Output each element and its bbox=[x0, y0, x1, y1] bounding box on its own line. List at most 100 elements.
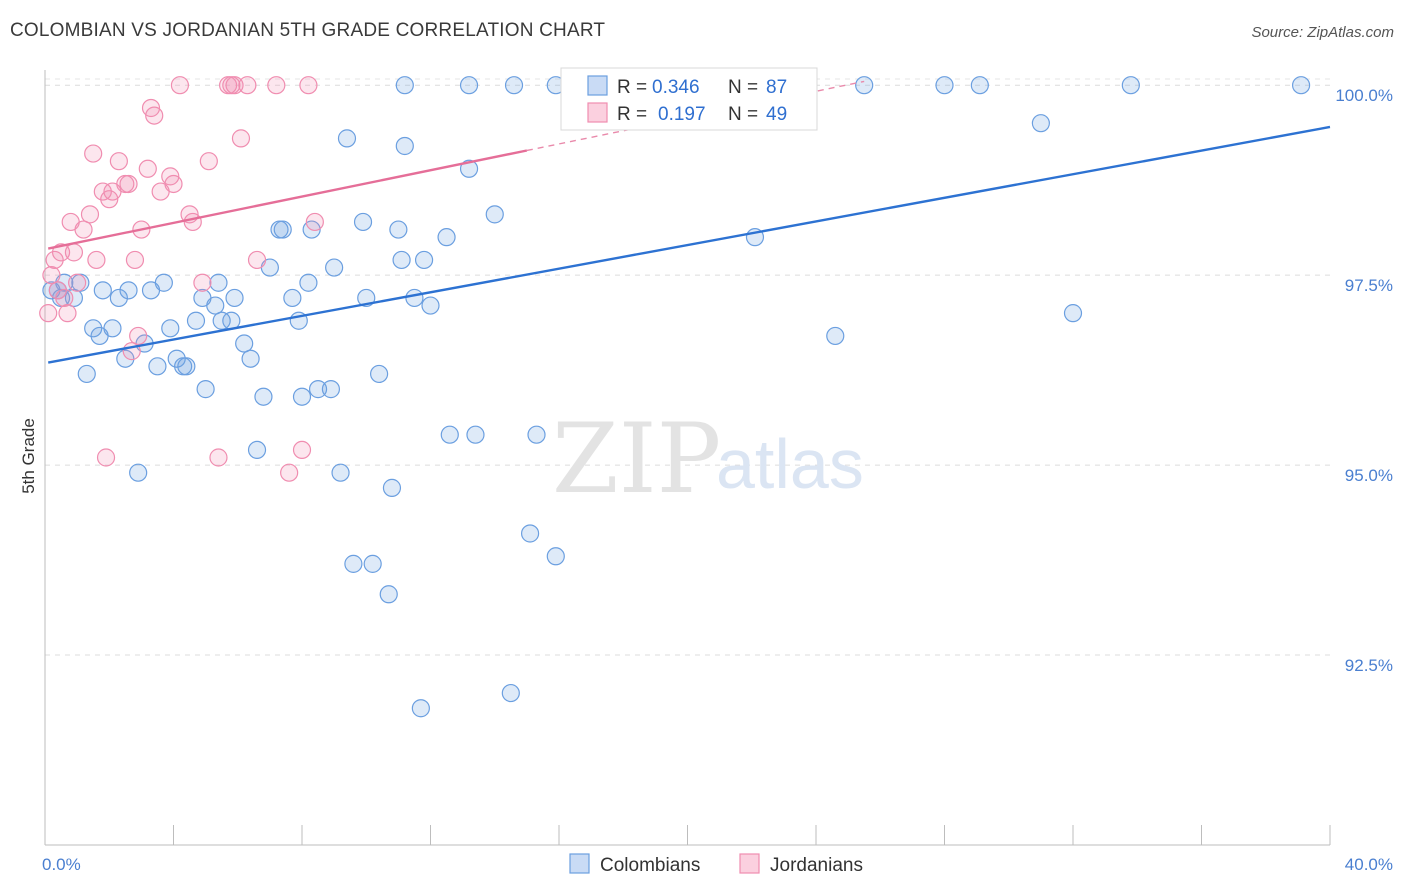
colombian-point bbox=[1121, 76, 1140, 95]
jordanian-point bbox=[145, 106, 164, 125]
jordanian-point bbox=[299, 76, 318, 95]
colombian-point bbox=[206, 296, 225, 315]
jordanian-point bbox=[231, 129, 251, 148]
jordanian-point bbox=[39, 304, 58, 323]
jordanian-point bbox=[96, 448, 116, 467]
colombian-point bbox=[389, 220, 408, 239]
colombian-point bbox=[485, 205, 504, 224]
colombian-point bbox=[363, 554, 382, 573]
jordanian-point bbox=[68, 273, 87, 292]
colombian-point bbox=[247, 440, 267, 460]
jordanian-point bbox=[87, 250, 106, 270]
jordanian-point bbox=[80, 205, 100, 224]
jordanian-point bbox=[48, 281, 67, 300]
colombian-point bbox=[177, 357, 196, 376]
jordanian-point bbox=[129, 326, 148, 346]
jordanian-point bbox=[64, 243, 84, 262]
colombian-point bbox=[504, 76, 524, 95]
jordanian-point bbox=[45, 250, 64, 270]
colombian-point bbox=[970, 76, 989, 95]
legend-r-label: R = bbox=[617, 104, 647, 125]
grid-lines bbox=[45, 78, 1330, 656]
colombian-point bbox=[225, 288, 244, 308]
watermark-atlas: atlas bbox=[716, 425, 864, 503]
legend-bottom-label-jordanians: Jordanians bbox=[770, 855, 863, 876]
colombian-point bbox=[212, 311, 231, 330]
colombian-point bbox=[129, 463, 148, 482]
colombian-point bbox=[353, 212, 373, 232]
jordanian-point bbox=[74, 220, 93, 239]
colombian-point bbox=[154, 273, 173, 292]
x-tick-label: 0.0% bbox=[42, 855, 81, 874]
legend-r-value-colombians: 0.346 bbox=[652, 77, 700, 98]
colombian-point bbox=[241, 349, 260, 368]
legend-swatch-colombians bbox=[587, 75, 608, 96]
tick-labels: 100.0% 97.5% 95.0% 92.5% 0.0% 40.0% bbox=[42, 86, 1393, 874]
colombian-point bbox=[325, 258, 344, 277]
colombian-point bbox=[466, 425, 485, 444]
jordanian-point bbox=[93, 182, 112, 201]
jordanian-point bbox=[247, 250, 267, 270]
jordanian-point bbox=[84, 144, 103, 163]
colombian-point bbox=[77, 364, 96, 384]
colombian-point bbox=[109, 288, 128, 308]
colombian-point bbox=[437, 228, 456, 247]
y-tick-label: 100.0% bbox=[1335, 86, 1393, 105]
colombian-point bbox=[321, 380, 341, 399]
jordanian-point bbox=[292, 440, 312, 460]
legend-r-value-jordanians: 0.197 bbox=[658, 104, 706, 125]
colombian-point bbox=[186, 311, 206, 330]
data-points bbox=[39, 76, 1311, 718]
legend-bottom: Colombians Jordanians bbox=[569, 853, 863, 876]
jordanian-point bbox=[193, 273, 212, 292]
source-credit: Source: ZipAtlas.com bbox=[1251, 24, 1394, 41]
colombian-point bbox=[254, 387, 273, 406]
jordanian-point bbox=[280, 463, 299, 482]
colombian-point bbox=[292, 387, 312, 406]
legend-bottom-swatch-colombians bbox=[569, 853, 590, 874]
colombian-point bbox=[370, 364, 389, 384]
watermark-zip: ZIP bbox=[552, 403, 721, 515]
colombian-point bbox=[855, 76, 874, 95]
colombian-point bbox=[382, 478, 402, 497]
colombian-point bbox=[392, 250, 411, 270]
jordanian-point bbox=[119, 174, 138, 194]
colombian-point bbox=[337, 129, 357, 148]
trend-line-colombians bbox=[47, 125, 1331, 364]
y-tick-label: 95.0% bbox=[1345, 466, 1393, 485]
colombian-point bbox=[235, 334, 254, 353]
legend-swatch-jordanians bbox=[587, 102, 608, 123]
colombian-point bbox=[1291, 76, 1311, 95]
legend-n-label: N = bbox=[728, 104, 758, 125]
y-axis-label: 5th Grade bbox=[19, 418, 38, 494]
jordanian-point bbox=[164, 174, 183, 194]
y-tick-label: 92.5% bbox=[1345, 656, 1393, 675]
colombian-point bbox=[167, 349, 186, 368]
colombian-point bbox=[395, 76, 414, 95]
colombian-point bbox=[1031, 114, 1050, 133]
jordanian-point bbox=[183, 212, 202, 232]
x-tick-label: 40.0% bbox=[1345, 855, 1393, 874]
colombian-point bbox=[161, 319, 180, 338]
jordanian-point bbox=[305, 212, 324, 232]
colombian-point bbox=[119, 281, 138, 300]
colombian-point bbox=[935, 76, 954, 95]
colombian-point bbox=[84, 319, 103, 338]
colombian-point bbox=[459, 76, 479, 95]
chart-title: COLOMBIAN VS JORDANIAN 5TH GRADE CORRELA… bbox=[10, 20, 606, 41]
colombian-point bbox=[501, 683, 520, 703]
legend-top: R = 0.346 N = 87 R = 0.197 N = 49 bbox=[560, 67, 818, 131]
trend-line-jordanians bbox=[47, 149, 528, 250]
jordanian-point bbox=[225, 76, 244, 95]
legend-n-value-jordanians: 49 bbox=[766, 104, 787, 125]
colombian-point bbox=[283, 288, 302, 308]
jordanian-point bbox=[125, 250, 145, 270]
colombian-point bbox=[421, 296, 440, 315]
jordanian-point bbox=[42, 266, 61, 285]
colombian-point bbox=[826, 326, 845, 346]
jordanian-point bbox=[170, 76, 190, 95]
watermark: ZIP atlas bbox=[552, 403, 864, 515]
legend-n-label: N = bbox=[728, 77, 758, 98]
jordanian-point bbox=[199, 152, 218, 171]
